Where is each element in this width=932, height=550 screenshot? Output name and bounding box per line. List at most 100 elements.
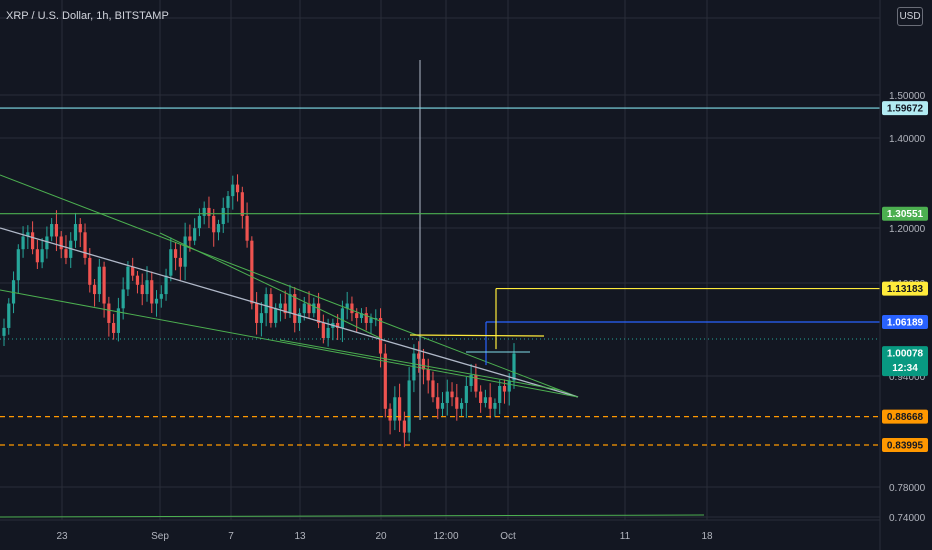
candle-body bbox=[383, 353, 387, 409]
candle-body bbox=[455, 397, 459, 409]
trendline-white bbox=[0, 227, 579, 398]
price-tag-box bbox=[882, 409, 928, 424]
trendline-green-lower bbox=[0, 289, 579, 398]
candle-body bbox=[302, 303, 306, 314]
candle-body bbox=[131, 266, 135, 276]
price-tag-box bbox=[882, 346, 928, 377]
candle-body bbox=[116, 308, 120, 333]
candle-body bbox=[321, 322, 325, 339]
time-tick-label: 23 bbox=[56, 531, 68, 542]
candle-body bbox=[173, 249, 178, 258]
price-tick-label: 0.74000 bbox=[889, 513, 926, 524]
price-tick-label: 1.20000 bbox=[889, 224, 926, 235]
candle-body bbox=[274, 308, 278, 323]
candle-body bbox=[398, 397, 402, 421]
candle-body bbox=[107, 303, 111, 323]
candle-body bbox=[59, 236, 63, 250]
candle-body bbox=[188, 236, 192, 241]
candle-body bbox=[464, 385, 468, 403]
candle-body bbox=[421, 358, 426, 370]
candle-body bbox=[507, 380, 511, 392]
candle-body bbox=[417, 353, 421, 359]
candle-body bbox=[216, 224, 221, 233]
price-tag: 0.88668 bbox=[882, 409, 928, 424]
candle-body bbox=[326, 327, 330, 339]
trendline-green-upper bbox=[0, 174, 579, 398]
candle-body bbox=[240, 192, 244, 216]
time-tick-label: 11 bbox=[620, 531, 631, 542]
price-tag-label: 1.30551 bbox=[887, 209, 924, 220]
candle-body bbox=[83, 232, 87, 258]
grid-lines bbox=[0, 0, 880, 520]
candle-body bbox=[502, 385, 507, 392]
bottom-baseline bbox=[0, 514, 705, 518]
price-tick-label: 1.50000 bbox=[889, 91, 926, 102]
candle-body bbox=[183, 236, 187, 267]
candle-body bbox=[140, 284, 144, 295]
candle-body bbox=[221, 207, 225, 225]
price-tag-label: 0.83995 bbox=[887, 440, 924, 451]
candle-body bbox=[436, 397, 440, 409]
price-tag-label: 0.88668 bbox=[887, 412, 924, 423]
candle-body bbox=[459, 402, 464, 409]
candle-body bbox=[16, 249, 20, 281]
candle-body bbox=[2, 327, 6, 336]
time-tick-label: 12:00 bbox=[433, 531, 458, 542]
time-tick-label: 20 bbox=[375, 531, 387, 542]
price-tag-box bbox=[882, 206, 928, 221]
candle-body bbox=[474, 374, 478, 392]
candle-body bbox=[164, 275, 168, 295]
candle-body bbox=[231, 184, 235, 197]
candle-body bbox=[7, 303, 11, 328]
time-axis[interactable]: 23 Sep 7 13 20 12:00 Oct 11 18 bbox=[0, 519, 880, 542]
candle-body bbox=[359, 313, 364, 319]
candle-body bbox=[212, 215, 216, 233]
price-tag-label: 1.00078 bbox=[887, 349, 924, 360]
candle-body bbox=[307, 303, 311, 314]
candle-body bbox=[316, 303, 321, 323]
price-tag-box bbox=[882, 281, 928, 296]
candle-body bbox=[388, 408, 392, 421]
candle-body bbox=[145, 280, 149, 295]
price-tag-box bbox=[882, 101, 928, 116]
time-tick-label: 7 bbox=[228, 531, 234, 542]
candle-body bbox=[393, 397, 397, 421]
candle-body bbox=[21, 236, 25, 250]
candle-body bbox=[97, 266, 101, 295]
time-tick-label: 18 bbox=[701, 531, 713, 542]
currency-button[interactable]: USD bbox=[897, 7, 923, 26]
candle-body bbox=[369, 318, 373, 323]
candle-body bbox=[488, 397, 492, 409]
candle-body bbox=[483, 397, 488, 403]
candle-body bbox=[431, 380, 435, 398]
countdown-label: 12:34 bbox=[892, 363, 918, 374]
candle-body bbox=[278, 303, 283, 309]
candle-body bbox=[426, 369, 430, 381]
candle-body bbox=[169, 249, 173, 276]
candle-body bbox=[35, 249, 39, 263]
trendline-green-inner bbox=[159, 232, 381, 339]
candle-body bbox=[45, 236, 49, 250]
candle-body bbox=[269, 294, 273, 323]
price-tag-box bbox=[882, 437, 928, 452]
price-tag-label: 1.13183 bbox=[887, 284, 924, 295]
candle-body bbox=[64, 249, 68, 258]
candle-body bbox=[450, 391, 454, 398]
candle-body bbox=[512, 353, 516, 381]
candle-body bbox=[78, 224, 82, 233]
time-tick-label: Oct bbox=[500, 531, 516, 542]
candle-body bbox=[150, 280, 154, 304]
candle-body bbox=[345, 303, 349, 309]
price-tag: 1.00078 12:34 bbox=[882, 346, 928, 377]
price-tick-label: 0.94000 bbox=[889, 372, 926, 383]
candle-body bbox=[92, 284, 97, 295]
candle-body bbox=[88, 257, 92, 285]
candle-body bbox=[54, 224, 59, 237]
price-tick-label: 0.78000 bbox=[889, 483, 926, 494]
candle-body bbox=[312, 303, 316, 314]
price-tag: 1.06189 bbox=[882, 315, 928, 330]
candle-body bbox=[283, 303, 287, 314]
candle-body bbox=[159, 294, 163, 299]
candle-body bbox=[202, 207, 206, 216]
